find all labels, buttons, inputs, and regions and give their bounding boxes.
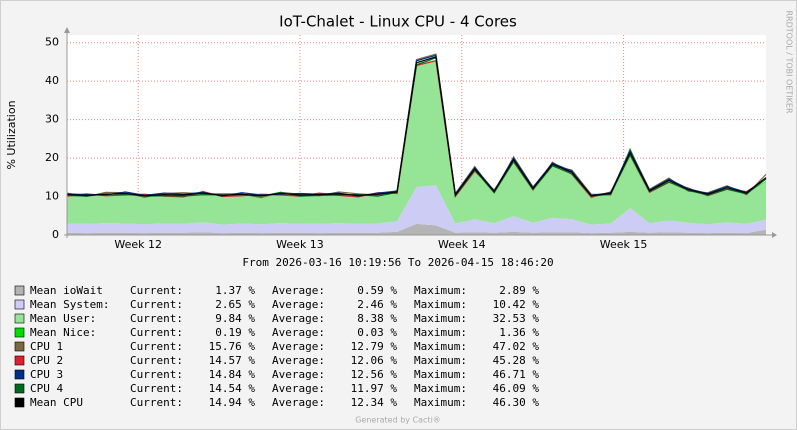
legend-swatch: [14, 327, 25, 338]
legend-swatch: [14, 369, 25, 380]
legend-swatch: [14, 285, 25, 296]
stat-label: Current:: [130, 382, 183, 395]
legend-swatch: [14, 383, 25, 394]
y-axis-arrow: [64, 27, 70, 33]
stat-value: 0.03 %: [357, 326, 397, 339]
stat-value: 8.38 %: [357, 312, 397, 325]
stat-label: Current:: [130, 312, 183, 325]
stat-value: 12.56 %: [351, 368, 398, 381]
stat-value: 15.76 %: [209, 340, 256, 353]
stat-value: 2.46 %: [357, 298, 397, 311]
stat-label: Average:: [272, 382, 325, 395]
footer: Generated by Cacti®: [355, 416, 441, 425]
stat-label: Average:: [272, 396, 325, 409]
x-tick-label: Week 12: [114, 238, 162, 251]
stat-label: Maximum:: [414, 354, 467, 367]
stat-label: Current:: [130, 284, 183, 297]
stat-value: 47.02 %: [493, 340, 540, 353]
stat-value: 14.54 %: [209, 382, 256, 395]
stat-label: Average:: [272, 298, 325, 311]
stat-label: Current:: [130, 396, 183, 409]
legend-name: CPU 3: [30, 368, 63, 381]
legend-name: Mean System:: [30, 298, 109, 311]
stat-label: Maximum:: [414, 340, 467, 353]
stat-value: 12.79 %: [351, 340, 398, 353]
stat-label: Average:: [272, 368, 325, 381]
stat-value: 14.94 %: [209, 396, 256, 409]
stat-label: Average:: [272, 340, 325, 353]
legend-name: Mean ioWait: [30, 284, 103, 297]
stat-label: Maximum:: [414, 382, 467, 395]
y-tick-label: 30: [45, 113, 59, 126]
stat-value: 10.42 %: [493, 298, 540, 311]
legend-name: Mean CPU: [30, 396, 83, 409]
stacked-area: [67, 223, 766, 235]
chart-title: IoT-Chalet - Linux CPU - 4 Cores: [279, 13, 517, 31]
stat-label: Average:: [272, 326, 325, 339]
stat-label: Current:: [130, 340, 183, 353]
y-axis-label: % Utilization: [5, 100, 18, 169]
stat-value: 12.06 %: [351, 354, 398, 367]
stat-label: Maximum:: [414, 326, 467, 339]
stat-value: 2.65 %: [215, 298, 255, 311]
legend-name: CPU 4: [30, 382, 63, 395]
stat-label: Maximum:: [414, 368, 467, 381]
stat-value: 46.09 %: [493, 382, 540, 395]
y-tick-label: 50: [45, 36, 59, 49]
stat-label: Maximum:: [414, 298, 467, 311]
data-layer: [66, 35, 767, 236]
stat-label: Current:: [130, 368, 183, 381]
side-note: RRDTOOL / TOBI OETIKER: [785, 10, 794, 113]
date-range: From 2026-03-16 10:19:56 To 2026-04-15 1…: [242, 256, 553, 269]
series-line: [66, 56, 767, 197]
x-tick-label: Week 15: [600, 238, 648, 251]
legend-name: Mean Nice:: [30, 326, 96, 339]
x-axis-arrow: [772, 232, 777, 238]
stacked-area: [67, 185, 766, 234]
stat-label: Maximum:: [414, 284, 467, 297]
stat-value: 0.59 %: [357, 284, 397, 297]
stat-value: 0.19 %: [215, 326, 255, 339]
stat-label: Current:: [130, 298, 183, 311]
stat-value: 9.84 %: [215, 312, 255, 325]
areas: [67, 60, 766, 235]
legend-swatch: [14, 299, 25, 310]
x-tick-label: Week 14: [438, 238, 486, 251]
y-tick-label: 0: [52, 228, 59, 241]
stat-value: 12.34 %: [351, 396, 398, 409]
stat-value: 1.36 %: [499, 326, 539, 339]
legend-swatch: [14, 341, 25, 352]
stat-label: Maximum:: [414, 312, 467, 325]
x-tick-label: Week 13: [276, 238, 324, 251]
y-tick-label: 40: [45, 74, 59, 87]
legend-name: CPU 2: [30, 354, 63, 367]
stat-label: Average:: [272, 354, 325, 367]
stat-label: Maximum:: [414, 396, 467, 409]
stat-value: 14.57 %: [209, 354, 256, 367]
y-tick-label: 20: [45, 151, 59, 164]
stacked-area: [67, 60, 766, 225]
stat-label: Average:: [272, 312, 325, 325]
stat-value: 14.84 %: [209, 368, 256, 381]
stat-value: 11.97 %: [351, 382, 398, 395]
stat-value: 46.71 %: [493, 368, 540, 381]
stat-label: Current:: [130, 326, 183, 339]
stat-value: 1.37 %: [215, 284, 255, 297]
y-tick-label: 10: [45, 190, 59, 203]
stat-label: Current:: [130, 354, 183, 367]
stat-value: 32.53 %: [493, 312, 540, 325]
legend-name: CPU 1: [30, 340, 63, 353]
stat-label: Average:: [272, 284, 325, 297]
legend-swatch: [14, 355, 25, 366]
stat-value: 2.89 %: [499, 284, 539, 297]
legend-swatch: [14, 313, 25, 324]
lines: [66, 53, 767, 199]
stat-value: 45.28 %: [493, 354, 540, 367]
legend-swatch: [14, 397, 25, 408]
legend-name: Mean User:: [30, 312, 96, 325]
stat-value: 46.30 %: [493, 396, 540, 409]
